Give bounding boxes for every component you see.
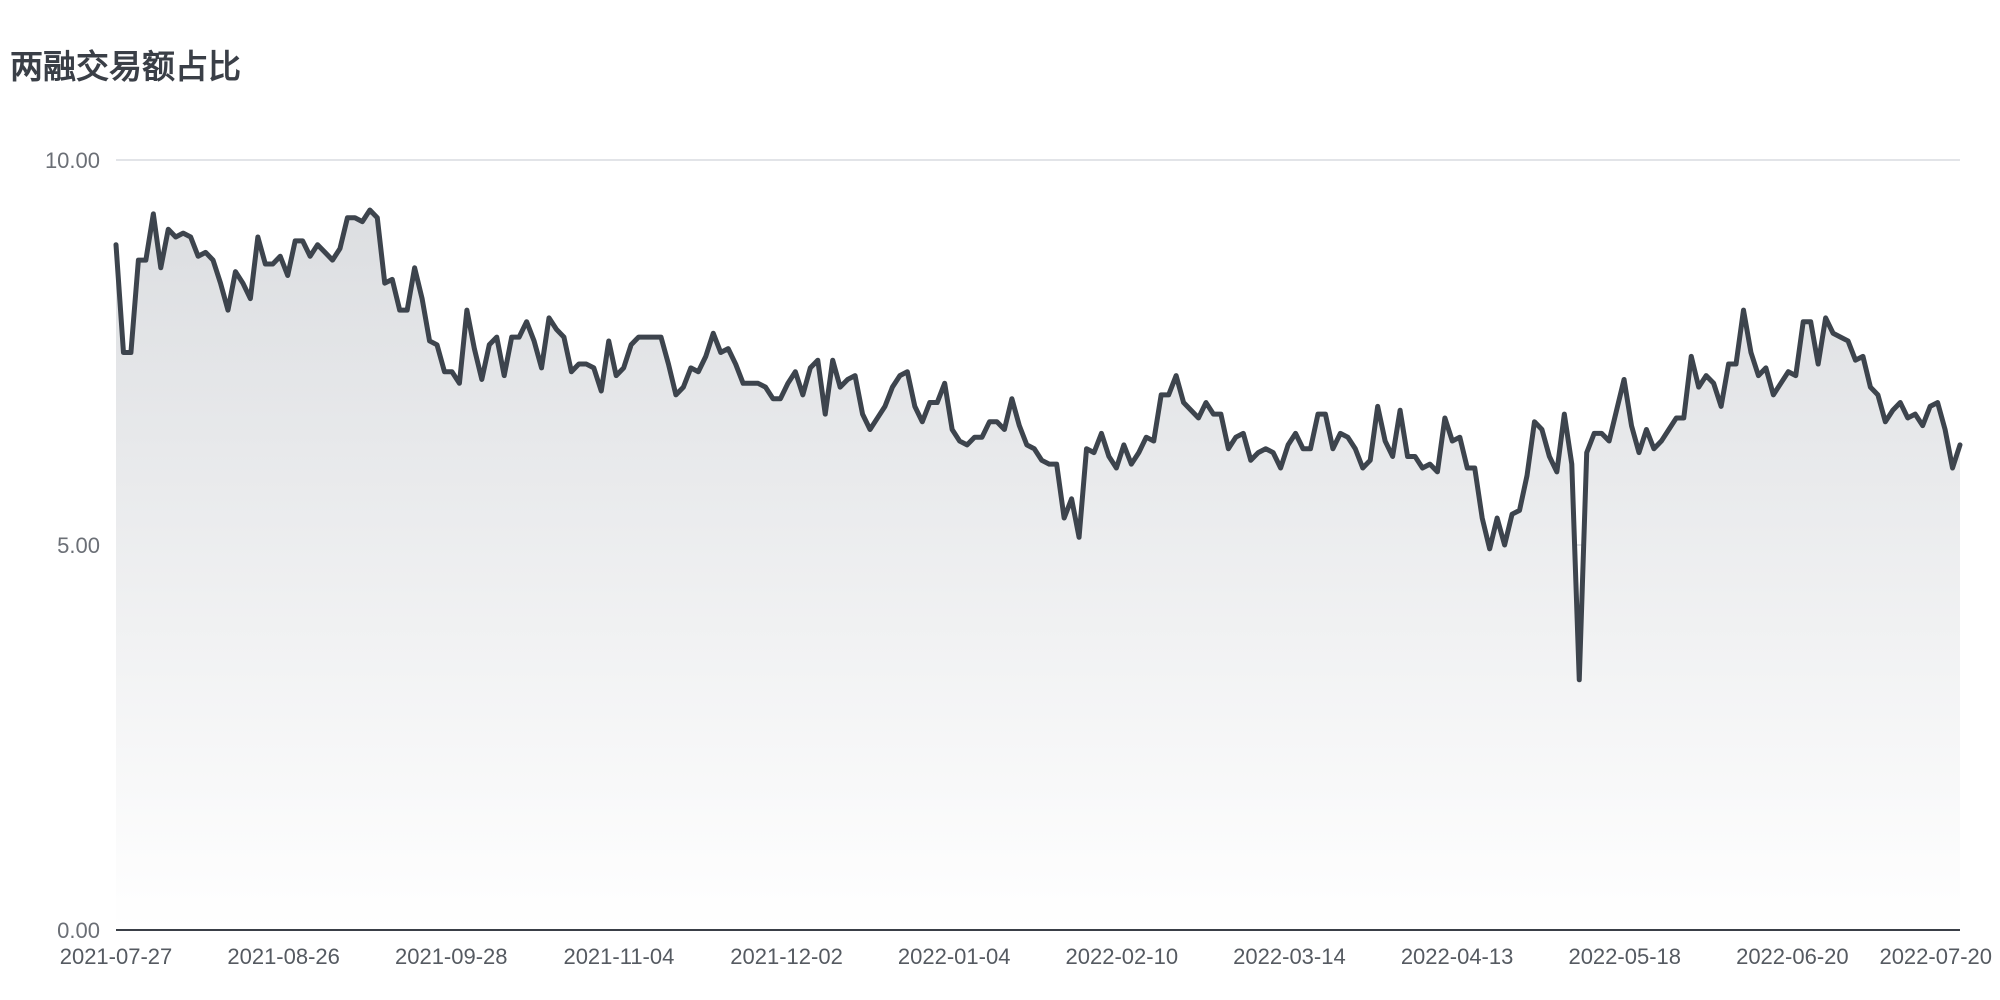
x-tick-label: 2022-03-14 (1233, 944, 1346, 969)
y-axis: 0.00 5.00 10.00 (45, 148, 100, 943)
x-tick-label: 2022-01-04 (898, 944, 1011, 969)
x-tick-label: 2021-11-04 (563, 944, 674, 969)
y-tick-label: 10.00 (45, 148, 100, 173)
y-tick-label: 5.00 (57, 533, 100, 558)
x-tick-label: 2021-08-26 (227, 944, 340, 969)
x-tick-label: 2022-02-10 (1066, 944, 1179, 969)
chart-title: 两融交易额占比 (10, 47, 241, 86)
x-tick-label: 2022-04-13 (1401, 944, 1514, 969)
x-tick-label: 2021-12-02 (730, 944, 843, 969)
x-tick-label: 2022-07-20 (1879, 944, 1992, 969)
x-tick-label: 2022-06-20 (1736, 944, 1849, 969)
x-axis: 2021-07-27 2021-08-26 2021-09-28 2021-11-04… (60, 944, 1992, 969)
x-tick-label: 2022-05-18 (1568, 944, 1681, 969)
series-line (113, 207, 1963, 683)
x-tick-label: 2021-09-28 (395, 944, 508, 969)
x-tick-label: 2021-07-27 (60, 944, 173, 969)
series-area-fill (116, 210, 1960, 931)
y-tick-label: 0.00 (57, 918, 100, 943)
